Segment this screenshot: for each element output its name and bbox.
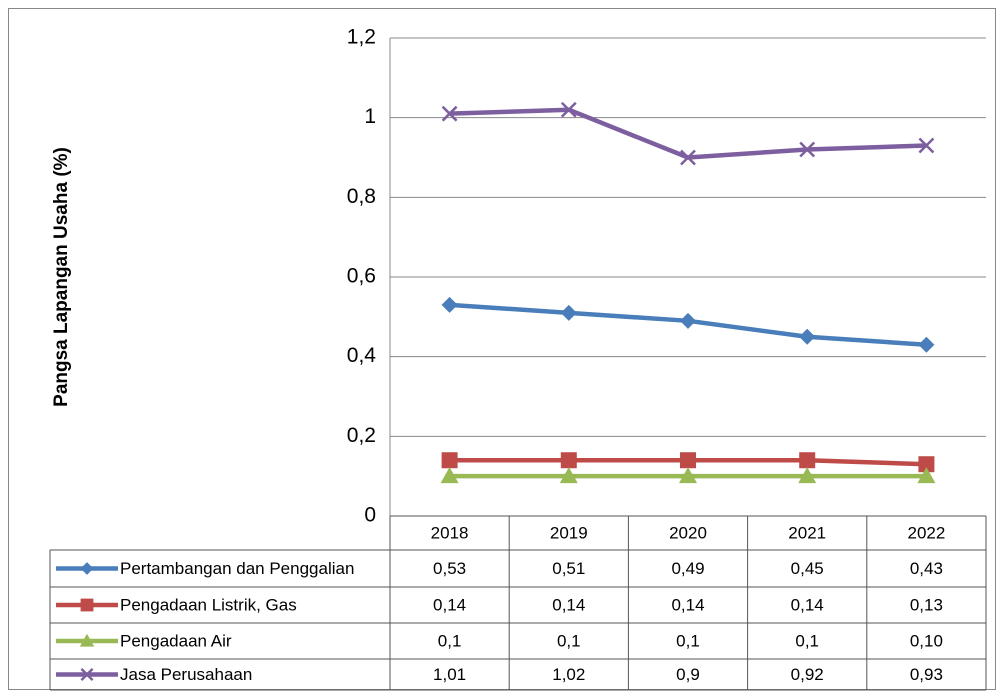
data-label: 0,14 <box>671 595 704 614</box>
marker <box>679 467 697 484</box>
marker <box>918 137 935 154</box>
x-tick-label: 2022 <box>907 523 945 542</box>
chart-frame <box>8 8 996 690</box>
marker <box>560 452 577 469</box>
y-tick-label: 0,8 <box>347 185 376 208</box>
legend-label: Jasa Perusahaan <box>120 665 252 684</box>
data-label: 0,1 <box>438 631 462 650</box>
y-tick-label: 0 <box>364 504 376 527</box>
data-label: 0,93 <box>910 665 943 684</box>
legend-label: Pengadaan Air <box>120 631 232 650</box>
x-tick-label: 2019 <box>550 523 588 542</box>
marker <box>80 598 94 612</box>
data-label: 0,53 <box>433 559 466 578</box>
data-label: 0,14 <box>433 595 466 614</box>
marker <box>560 304 577 321</box>
data-label: 0,92 <box>791 665 824 684</box>
marker <box>680 312 696 329</box>
marker <box>917 467 936 484</box>
marker <box>440 467 459 484</box>
y-tick-label: 0,2 <box>347 424 376 447</box>
marker <box>441 296 458 313</box>
marker <box>560 101 577 118</box>
y-axis-title: Pangsa Lapangan Usaha (%) <box>51 147 72 407</box>
marker <box>441 452 458 469</box>
data-label: 0,49 <box>671 559 704 578</box>
y-tick-label: 0,6 <box>347 265 376 288</box>
data-label: 0,14 <box>552 595 585 614</box>
x-tick-label: 2020 <box>669 523 707 542</box>
marker <box>79 633 95 647</box>
marker <box>680 452 696 469</box>
marker <box>680 149 696 166</box>
legend-label: Pengadaan Listrik, Gas <box>120 595 297 614</box>
data-label: 0,45 <box>791 559 824 578</box>
data-label: 1,01 <box>433 665 466 684</box>
y-tick-label: 1,2 <box>347 26 376 49</box>
data-label: 0,13 <box>910 595 943 614</box>
data-label: 0,51 <box>552 559 585 578</box>
data-label: 0,1 <box>795 631 819 650</box>
x-tick-label: 2018 <box>431 523 469 542</box>
data-label: 0,14 <box>791 595 824 614</box>
marker <box>798 467 817 484</box>
marker <box>799 328 816 345</box>
marker <box>80 668 94 681</box>
marker <box>441 105 458 122</box>
data-label: 0,10 <box>910 631 943 650</box>
marker <box>559 467 578 484</box>
data-label: 0,1 <box>676 631 700 650</box>
data-label: 0,1 <box>557 631 581 650</box>
x-tick-label: 2021 <box>788 523 826 542</box>
marker <box>918 456 935 473</box>
marker <box>799 141 816 158</box>
y-tick-label: 1 <box>364 105 376 128</box>
marker <box>918 336 935 353</box>
data-label: 0,9 <box>676 665 700 684</box>
data-label: 1,02 <box>552 665 585 684</box>
legend-label: Pertambangan dan Penggalian <box>120 559 354 578</box>
marker <box>80 562 94 575</box>
y-tick-label: 0,4 <box>347 344 377 367</box>
marker <box>799 452 816 469</box>
data-label: 0,43 <box>910 559 943 578</box>
